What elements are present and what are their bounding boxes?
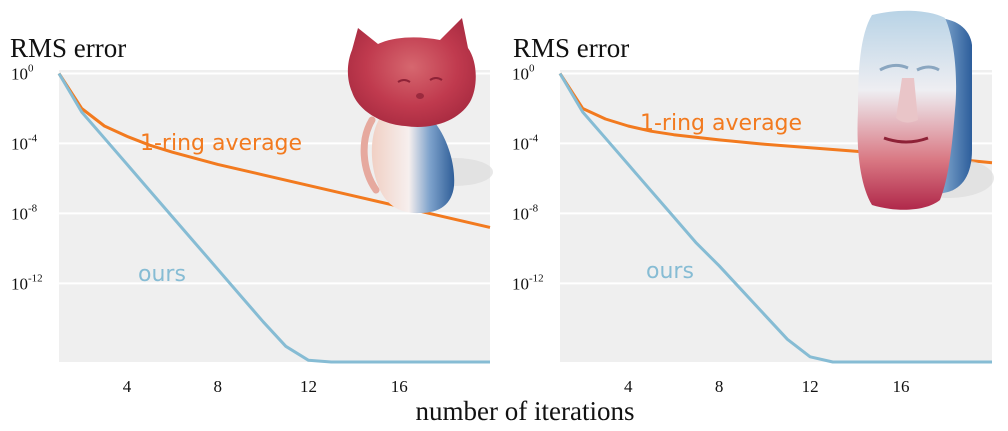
x-tick-label: 8 — [715, 377, 724, 396]
x-tick-label: 8 — [214, 377, 223, 396]
y-tick-label: 10-8 — [11, 202, 38, 223]
label-1-ring-average: 1-ring average — [140, 131, 302, 156]
cat-model-image — [347, 18, 493, 214]
y-tick-label: 10-4 — [11, 132, 38, 153]
y-tick-label: 10-12 — [512, 272, 544, 293]
y-tick-label: 10-8 — [512, 202, 539, 223]
x-tick-label: 12 — [300, 377, 317, 396]
chart-panel-right: 100 10-4 10-8 10-12 4 8 12 16 RMS error 1-ring… — [512, 10, 994, 396]
y-ticks: 100 10-4 10-8 10-12 — [512, 62, 544, 293]
y-tick-label: 100 — [11, 62, 34, 83]
y-tick-label: 100 — [512, 62, 535, 83]
x-ticks: 4 8 12 16 — [123, 377, 408, 396]
y-axis-title: RMS error — [10, 33, 126, 63]
series-line-ours — [558, 72, 992, 364]
x-tick-label: 4 — [624, 377, 633, 396]
x-tick-label: 16 — [391, 377, 408, 396]
y-tick-label: 10-12 — [11, 272, 43, 293]
label-ours: ours — [646, 259, 694, 284]
label-1-ring-average: 1-ring average — [640, 111, 802, 136]
x-ticks: 4 8 12 16 — [624, 377, 910, 396]
x-tick-label: 16 — [893, 377, 910, 396]
y-tick-label: 10-4 — [512, 132, 539, 153]
series-line-ours — [57, 72, 490, 364]
label-ours: ours — [138, 262, 186, 287]
y-ticks: 100 10-4 10-8 10-12 — [11, 62, 43, 293]
x-tick-label: 4 — [123, 377, 132, 396]
moai-model-image — [857, 10, 994, 210]
y-axis-title: RMS error — [513, 33, 629, 63]
chart-panel-left: 100 10-4 10-8 10-12 4 8 12 16 RMS error 1-ring… — [10, 18, 493, 396]
x-tick-label: 12 — [802, 377, 819, 396]
x-axis-title: number of iterations — [416, 396, 635, 426]
